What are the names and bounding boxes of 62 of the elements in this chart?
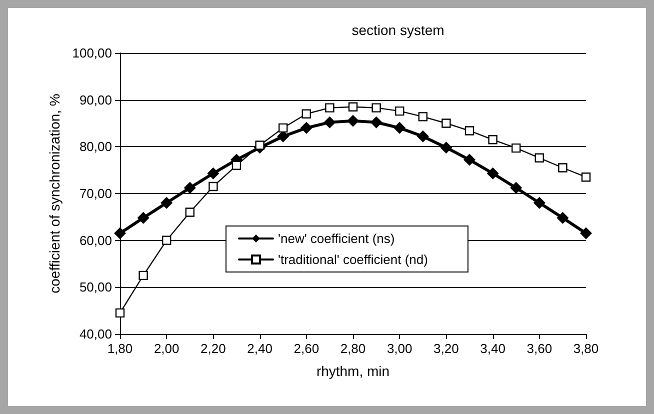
x-tick-label: 3,20 bbox=[434, 341, 459, 356]
x-tick-label: 2,00 bbox=[154, 341, 180, 356]
point bbox=[488, 135, 498, 144]
point bbox=[208, 182, 218, 192]
legend-label: 'new' coefficient (ns) bbox=[278, 231, 395, 246]
point bbox=[464, 154, 476, 166]
x-tick-label: 1,80 bbox=[107, 341, 133, 356]
point bbox=[558, 163, 568, 172]
point bbox=[185, 208, 194, 217]
x-tick-label: 2,60 bbox=[294, 341, 320, 356]
y-tick-label: 60,00 bbox=[79, 232, 112, 248]
y-tick-label: 50,00 bbox=[79, 280, 112, 295]
point bbox=[184, 182, 196, 194]
x-tick-label: 2,80 bbox=[340, 341, 366, 356]
point bbox=[372, 103, 381, 112]
point bbox=[556, 212, 569, 224]
point bbox=[347, 114, 359, 127]
point bbox=[138, 270, 148, 280]
x-tick-label: 3,00 bbox=[386, 341, 412, 356]
point bbox=[137, 212, 150, 224]
point bbox=[160, 196, 173, 209]
point bbox=[324, 116, 336, 128]
point bbox=[440, 142, 452, 154]
legend-label: 'traditional' coefficient (nd) bbox=[278, 252, 428, 267]
point bbox=[114, 227, 126, 240]
point bbox=[162, 236, 172, 245]
point bbox=[325, 103, 334, 112]
point bbox=[512, 143, 521, 153]
point bbox=[486, 167, 499, 180]
y-tick-label: 80,00 bbox=[79, 139, 112, 154]
point bbox=[370, 116, 382, 128]
point bbox=[533, 196, 546, 209]
point bbox=[416, 130, 429, 142]
point bbox=[395, 106, 404, 116]
point bbox=[207, 167, 220, 180]
point bbox=[418, 112, 428, 122]
y-tick-label: 100,00 bbox=[72, 46, 112, 60]
point bbox=[394, 122, 406, 134]
point bbox=[300, 122, 312, 134]
point bbox=[232, 160, 242, 170]
chart-title: section system bbox=[352, 22, 444, 38]
point bbox=[302, 109, 311, 118]
x-tick-label: 2,20 bbox=[200, 341, 226, 356]
x-tick-label: 3,60 bbox=[526, 341, 552, 356]
point bbox=[580, 227, 592, 240]
point bbox=[278, 123, 288, 133]
point bbox=[510, 182, 522, 194]
x-axis-title: rhythm, min bbox=[316, 363, 390, 379]
point bbox=[255, 140, 264, 150]
y-axis-title: coefficient of synchronization, % bbox=[46, 94, 62, 294]
point bbox=[581, 172, 591, 182]
x-tick-label: 3,80 bbox=[573, 341, 599, 356]
point bbox=[348, 102, 358, 112]
y-tick-label: 40,00 bbox=[79, 326, 112, 342]
point bbox=[115, 308, 125, 318]
y-tick-label: 70,00 bbox=[79, 186, 112, 201]
point bbox=[442, 118, 451, 128]
point bbox=[534, 153, 544, 163]
x-tick-label: 3,40 bbox=[480, 341, 506, 356]
x-tick-label: 2,40 bbox=[247, 341, 272, 356]
point bbox=[464, 126, 474, 136]
y-tick-label: 90,00 bbox=[79, 92, 112, 108]
